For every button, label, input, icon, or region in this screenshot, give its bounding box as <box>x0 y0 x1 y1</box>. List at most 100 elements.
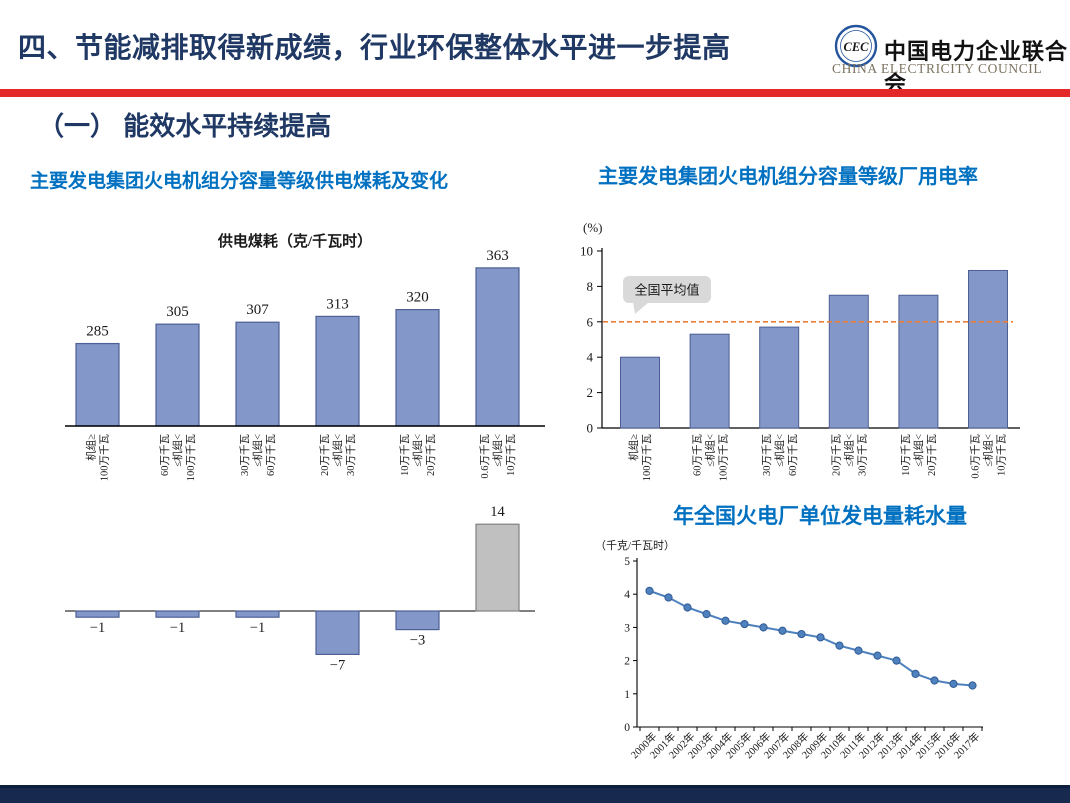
aux-bar <box>898 294 939 429</box>
category-label: 机组≥ 100万千瓦 <box>627 434 653 482</box>
svg-text:20万千瓦: 20万千瓦 <box>926 434 938 476</box>
data-point <box>778 626 787 635</box>
svg-text:≤机组<: ≤机组< <box>912 434 925 467</box>
change-bar <box>235 610 280 618</box>
y-axis-unit: （千克/千瓦时） <box>595 539 675 552</box>
svg-text:60万千瓦: 60万千瓦 <box>787 434 799 476</box>
coal-inner-title: 供电煤耗（克/千瓦时） <box>217 232 372 250</box>
svg-text:30万千瓦: 30万千瓦 <box>856 434 868 476</box>
data-point <box>664 593 673 602</box>
coal-bar <box>315 315 360 427</box>
y-tick-label: 4 <box>624 589 630 601</box>
value-label: 363 <box>486 248 509 264</box>
y-tick-label: 8 <box>587 279 594 294</box>
svg-text:60万千瓦: 60万千瓦 <box>691 434 703 476</box>
svg-text:20万千瓦: 20万千瓦 <box>319 434 331 476</box>
coal-chart-title: 主要发电集团火电机组分容量等级供电煤耗及变化 <box>30 171 449 192</box>
change-bar <box>155 610 200 618</box>
svg-text:20万千瓦: 20万千瓦 <box>425 434 437 476</box>
aux-bar <box>620 356 660 429</box>
value-label: −7 <box>330 657 345 673</box>
data-point <box>797 629 806 639</box>
svg-text:0.6万千瓦: 0.6万千瓦 <box>479 434 491 479</box>
svg-text:10万千瓦: 10万千瓦 <box>900 434 912 476</box>
coal-bar <box>475 267 520 427</box>
category-label: 0.6万千瓦 ≤机组< 10万千瓦 <box>970 434 1008 479</box>
svg-text:机组≥: 机组≥ <box>85 434 98 461</box>
callout-tail-icon <box>633 302 649 314</box>
footer-bar <box>0 785 1070 803</box>
category-label: 30万千瓦 ≤机组< 60万千瓦 <box>761 434 799 476</box>
red-divider <box>0 89 1070 97</box>
category-label: 20万千瓦 ≤机组< 30万千瓦 <box>319 434 357 476</box>
svg-text:≤机组<: ≤机组< <box>411 434 424 467</box>
data-point <box>911 669 920 678</box>
page-title: 四、节能减排取得新成绩，行业环保整体水平进一步提高 <box>18 32 731 63</box>
coal-bar <box>395 308 440 427</box>
data-point <box>759 623 768 632</box>
value-label: 305 <box>166 304 189 320</box>
svg-text:30万千瓦: 30万千瓦 <box>345 434 357 476</box>
svg-text:机组≥: 机组≥ <box>627 434 640 461</box>
category-label: 60万千瓦 ≤机组< 100万千瓦 <box>159 434 197 482</box>
value-label: −3 <box>410 633 425 649</box>
change-bar <box>475 523 520 612</box>
y-tick-label: 2 <box>587 385 594 400</box>
aux-bar <box>689 333 730 429</box>
data-point <box>854 646 863 655</box>
average-callout-label: 全国平均值 <box>634 283 699 298</box>
logo-name-cn: 中国电力企业联合会 <box>884 39 1069 96</box>
value-label: 320 <box>406 290 429 306</box>
value-label: 14 <box>490 504 505 520</box>
change-bar <box>395 610 440 631</box>
svg-text:100万千瓦: 100万千瓦 <box>185 434 197 482</box>
logo-monogram: CEC <box>843 40 869 54</box>
svg-text:≤机组<: ≤机组< <box>331 434 344 467</box>
value-label: −1 <box>90 620 105 636</box>
category-label: 0.6万千瓦 ≤机组< 10万千瓦 <box>479 434 517 479</box>
category-label: 30万千瓦 ≤机组< 60万千瓦 <box>239 434 277 476</box>
category-label: 10万千瓦 ≤机组< 20万千瓦 <box>900 434 938 476</box>
category-label: 20万千瓦 ≤机组< 30万千瓦 <box>830 434 868 476</box>
y-tick-label: 1 <box>624 689 630 701</box>
logo-inner-ring <box>840 30 872 62</box>
category-label: 10万千瓦 ≤机组< 20万千瓦 <box>399 434 437 476</box>
svg-text:30万千瓦: 30万千瓦 <box>761 434 773 476</box>
value-label: 285 <box>86 324 109 340</box>
coal-bar <box>235 321 280 427</box>
data-point <box>721 616 730 625</box>
y-tick-label: 5 <box>624 556 630 568</box>
water-chart-title: 年全国火电厂单位发电量耗水量 <box>673 505 967 528</box>
svg-text:≤机组<: ≤机组< <box>842 434 855 467</box>
section-heading: （一） 能效水平持续提高 <box>38 111 332 141</box>
y-tick-label: 10 <box>580 244 593 259</box>
svg-text:10万千瓦: 10万千瓦 <box>996 434 1008 476</box>
category-label: 机组≥ 100万千瓦 <box>85 434 111 482</box>
data-point <box>892 656 901 665</box>
value-label: −1 <box>250 620 265 636</box>
data-point <box>683 603 692 612</box>
aux-bar <box>759 326 800 429</box>
value-label: 313 <box>326 296 349 312</box>
svg-text:100万千瓦: 100万千瓦 <box>641 434 653 482</box>
svg-text:10万千瓦: 10万千瓦 <box>399 434 411 476</box>
aux-bar <box>968 269 1008 429</box>
svg-text:60万千瓦: 60万千瓦 <box>265 434 277 476</box>
data-point <box>930 676 939 685</box>
y-tick-label: 3 <box>624 622 630 634</box>
change-bar <box>315 610 360 656</box>
category-label: 60万千瓦 ≤机组< 100万千瓦 <box>691 434 729 482</box>
svg-text:60万千瓦: 60万千瓦 <box>159 434 171 476</box>
y-tick-label: 2 <box>624 656 630 668</box>
water-line <box>649 589 973 687</box>
svg-text:10万千瓦: 10万千瓦 <box>505 434 517 476</box>
svg-text:30万千瓦: 30万千瓦 <box>239 434 251 476</box>
y-axis-unit: (%) <box>583 220 603 235</box>
svg-text:≤机组<: ≤机组< <box>251 434 264 467</box>
water-consumption-chart: （千克/千瓦时）0123452000年2001年2002年2003年2004年2… <box>595 539 983 761</box>
svg-text:≤机组<: ≤机组< <box>773 434 786 467</box>
data-point <box>702 610 711 619</box>
y-tick-label: 0 <box>624 722 630 734</box>
data-point <box>949 679 958 688</box>
